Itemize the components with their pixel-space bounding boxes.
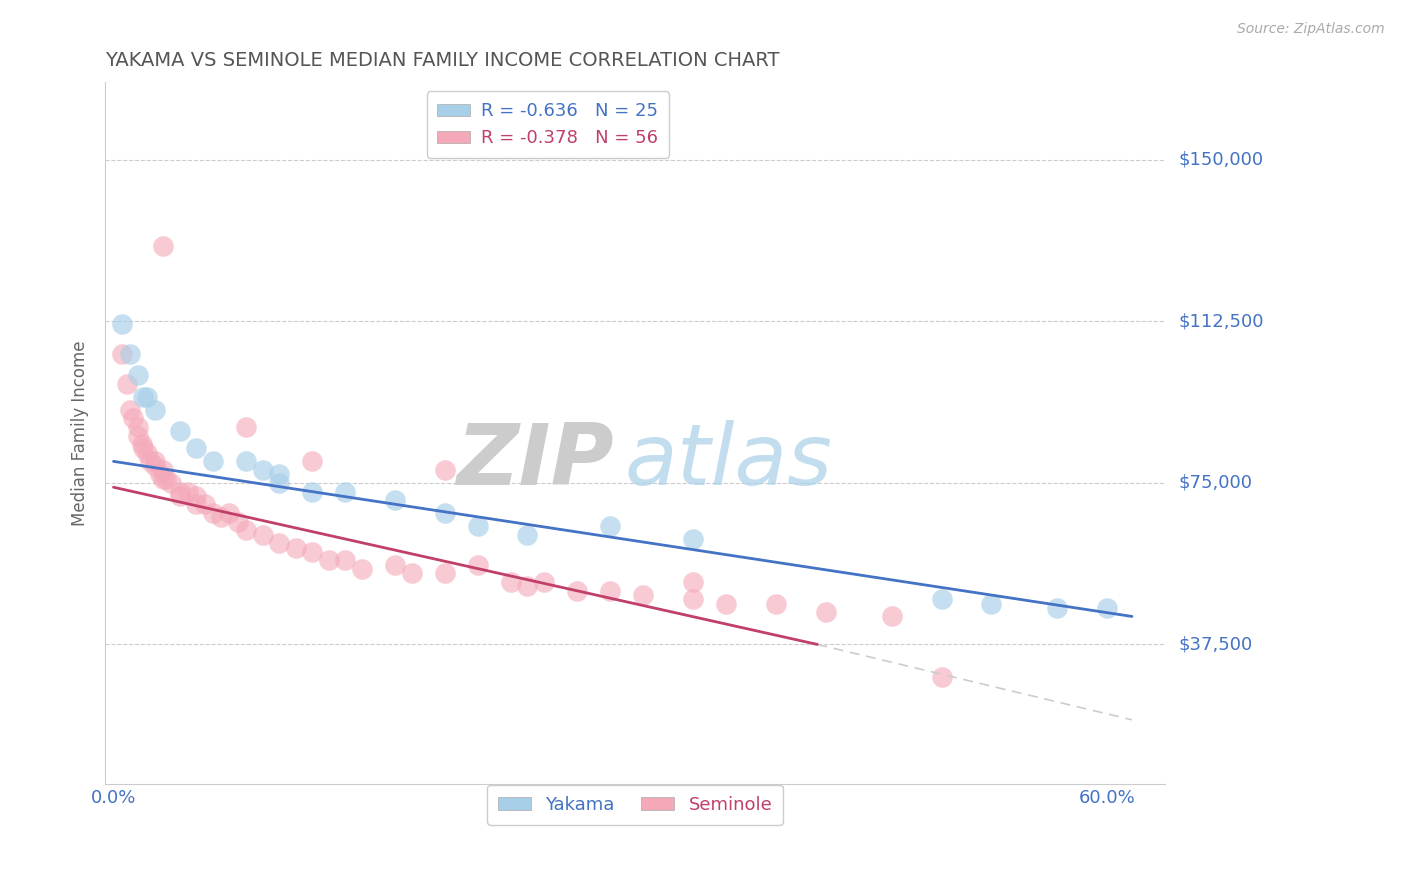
Point: [149, 467, 172, 482]
Point: [980, 597, 1002, 611]
Legend: Yakama, Seminole: Yakama, Seminole: [488, 785, 783, 824]
Point: [201, 454, 224, 468]
Point: [252, 527, 274, 541]
Point: [139, 454, 162, 468]
Point: [516, 579, 538, 593]
Point: [931, 670, 953, 684]
Point: [682, 574, 704, 589]
Point: [350, 562, 373, 576]
Point: [931, 592, 953, 607]
Point: [169, 424, 191, 438]
Point: [433, 566, 456, 581]
Point: [284, 541, 307, 555]
Point: [235, 420, 257, 434]
Point: [384, 493, 406, 508]
Point: [567, 583, 589, 598]
Point: [269, 467, 291, 482]
Point: [633, 588, 655, 602]
Point: [765, 597, 787, 611]
Point: [401, 566, 423, 581]
Point: [143, 458, 166, 473]
Point: [118, 347, 141, 361]
Point: [467, 519, 489, 533]
Point: [135, 446, 157, 460]
Point: [155, 472, 177, 486]
Text: $37,500: $37,500: [1180, 635, 1253, 654]
Point: [177, 484, 200, 499]
Point: [682, 592, 704, 607]
Text: YAKAMA VS SEMINOLE MEDIAN FAMILY INCOME CORRELATION CHART: YAKAMA VS SEMINOLE MEDIAN FAMILY INCOME …: [105, 51, 780, 70]
Text: $112,500: $112,500: [1180, 312, 1264, 330]
Point: [209, 510, 232, 524]
Point: [384, 558, 406, 572]
Text: atlas: atlas: [624, 420, 832, 503]
Point: [335, 484, 357, 499]
Point: [467, 558, 489, 572]
Point: [111, 347, 134, 361]
Point: [127, 368, 149, 383]
Point: [301, 454, 323, 468]
Text: $75,000: $75,000: [1180, 474, 1253, 491]
Point: [186, 498, 208, 512]
Point: [716, 597, 738, 611]
Text: $150,000: $150,000: [1180, 151, 1264, 169]
Point: [301, 545, 323, 559]
Point: [1095, 600, 1118, 615]
Point: [226, 515, 249, 529]
Point: [218, 506, 240, 520]
Point: [122, 411, 145, 425]
Point: [152, 239, 174, 253]
Point: [433, 463, 456, 477]
Point: [115, 376, 138, 391]
Point: [235, 454, 257, 468]
Point: [318, 553, 340, 567]
Point: [269, 475, 291, 490]
Y-axis label: Median Family Income: Median Family Income: [72, 341, 89, 526]
Point: [118, 402, 141, 417]
Point: [335, 553, 357, 567]
Point: [599, 583, 621, 598]
Point: [235, 524, 257, 538]
Point: [814, 605, 837, 619]
Point: [880, 609, 903, 624]
Point: [152, 472, 174, 486]
Point: [499, 574, 522, 589]
Point: [186, 442, 208, 456]
Point: [135, 390, 157, 404]
Point: [533, 574, 555, 589]
Point: [169, 489, 191, 503]
Point: [132, 442, 155, 456]
Point: [194, 498, 217, 512]
Point: [269, 536, 291, 550]
Point: [516, 527, 538, 541]
Point: [152, 463, 174, 477]
Point: [127, 428, 149, 442]
Point: [682, 532, 704, 546]
Point: [252, 463, 274, 477]
Point: [186, 489, 208, 503]
Text: Source: ZipAtlas.com: Source: ZipAtlas.com: [1237, 22, 1385, 37]
Text: ZIP: ZIP: [457, 420, 614, 503]
Point: [143, 402, 166, 417]
Point: [433, 506, 456, 520]
Point: [599, 519, 621, 533]
Point: [169, 484, 191, 499]
Point: [131, 437, 153, 451]
Point: [143, 454, 166, 468]
Point: [160, 475, 183, 490]
Point: [127, 420, 149, 434]
Point: [132, 390, 155, 404]
Point: [111, 317, 134, 331]
Point: [301, 484, 323, 499]
Point: [201, 506, 224, 520]
Point: [1046, 600, 1069, 615]
